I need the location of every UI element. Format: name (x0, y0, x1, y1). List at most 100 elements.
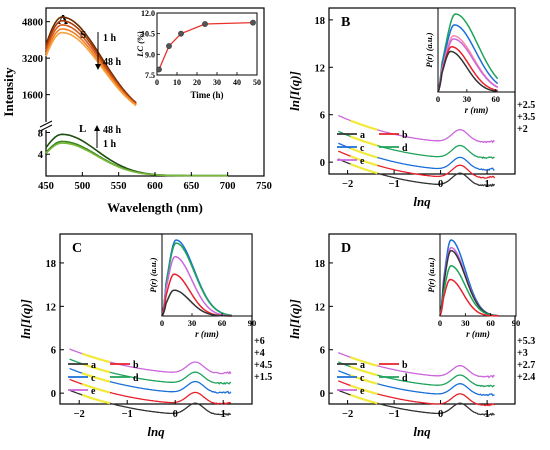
y-axis-label: ln[I(q)] (18, 299, 33, 339)
pr-curve-4 (439, 278, 500, 317)
inset-x-tick-label: 0 (160, 318, 164, 328)
legend-label-b: b (402, 360, 408, 371)
inset-x-tick-label: 50 (253, 78, 261, 87)
pr-curve-3 (439, 265, 500, 317)
inset-x-label: r (nm) (195, 329, 219, 339)
panel-letter: C (72, 241, 82, 256)
pr-curve-4 (437, 46, 498, 93)
x-axis-label: lnq (413, 194, 431, 209)
panel-a-lower-curves (45, 133, 228, 177)
y-tick-label: 6 (320, 346, 325, 357)
fit-highlight (350, 356, 378, 367)
offset-label: +4.5 (254, 360, 272, 371)
y-tick-label: 12 (315, 302, 326, 313)
x-tick-label: 1 (484, 179, 489, 190)
fit-highlight (81, 352, 111, 364)
legend-label-d: d (133, 373, 139, 384)
emission-curve-s-2 (45, 24, 137, 105)
axis-break-gap (40, 122, 54, 130)
inset-point (202, 21, 208, 27)
legend-label-c: c (360, 373, 365, 384)
inset-x-tick-label: 0 (436, 94, 440, 104)
fit-highlight (350, 365, 378, 377)
inset-y-label: P(r) (a.u.) (424, 32, 434, 67)
inset-x-label: r (nm) (465, 105, 489, 115)
y-tick-label: 18 (315, 259, 326, 270)
legend-label-e: e (360, 386, 365, 397)
x-tick-label: 550 (111, 181, 127, 192)
inset-y-tick-label: 9.0 (145, 50, 155, 59)
y-tick-label: 12 (46, 302, 57, 313)
offset-label: +2.4 (517, 372, 535, 383)
panel-a-inset: 0 10 20 30 40 50 7.5 9.0 10.5 12.0 LC (%) Time (h… (135, 9, 261, 100)
emission-curve-s-4 (45, 31, 137, 107)
y-tick-label: 8 (38, 128, 43, 139)
inset-point (250, 19, 256, 26)
panel-a-x-label: Wavelength (nm) (107, 200, 203, 215)
legend-label-a: a (91, 360, 96, 371)
inset-x-tick-label: 90 (512, 318, 521, 328)
offset-label: +2.5 (517, 100, 535, 111)
panel-letter: B (341, 15, 350, 30)
fit-highlight (81, 393, 111, 405)
pr-curve-5 (437, 50, 498, 93)
pr-curve-1 (437, 24, 499, 93)
fit-highlight (81, 372, 111, 383)
pr-curve-4 (161, 289, 232, 317)
fit-highlight (350, 393, 378, 405)
legend-label-d: d (402, 143, 408, 154)
upper-time-start: 1 h (103, 33, 117, 44)
fit-highlight (349, 155, 378, 167)
pr-curve-3 (437, 38, 499, 93)
legend-label-b: b (402, 130, 408, 141)
upper-arrow-head (95, 64, 101, 70)
offset-label: +4 (254, 348, 265, 359)
legend-label-b: b (133, 360, 139, 371)
y-tick-label: 0 (320, 158, 325, 169)
x-tick-label: 0 (438, 179, 443, 190)
panel-a-upper-curves (45, 16, 137, 107)
pr-curve-1 (161, 242, 233, 317)
inset-x-tick-label: 60 (486, 318, 495, 328)
axis-break-mark (39, 124, 53, 132)
inset-x-tick-label: 40 (233, 78, 241, 87)
legend-label-e: e (360, 156, 365, 167)
x-tick-label: −1 (388, 409, 399, 420)
fit-highlight (350, 135, 378, 147)
y-axis-label: ln[I(q)] (287, 71, 302, 111)
offset-label: +3 (517, 348, 528, 359)
x-tick-label: −2 (342, 409, 353, 420)
x-tick-label: 750 (256, 181, 272, 192)
inset-point (178, 30, 184, 37)
inset-x-tick-label: 10 (173, 78, 181, 87)
x-tick-label: 1 (221, 409, 226, 420)
y-tick-label: 0 (51, 389, 56, 400)
panel-a-y-label: Intensity (1, 67, 16, 117)
offset-label: +3.5 (517, 112, 535, 123)
inset-y-tick-label: 10.5 (141, 30, 155, 39)
inset-x-tick-label: 0 (155, 78, 159, 87)
inset-point (156, 66, 162, 73)
pr-curve-0 (437, 13, 499, 93)
x-tick-label: 700 (220, 181, 236, 192)
inset-y-tick-label: 7.5 (145, 71, 155, 80)
fit-highlight (81, 382, 111, 394)
legend-label-a: a (360, 360, 365, 371)
lower-time-end: 1 h (103, 139, 117, 150)
y-tick-label: 3200 (22, 54, 43, 65)
legend-label-d: d (402, 373, 408, 384)
inset-x-tick-label: 30 (213, 78, 221, 87)
emission-curve-s-1 (45, 19, 137, 105)
fit-highlight (350, 384, 378, 395)
inset-content: 0 10 20 30 40 50 7.5 9.0 10.5 12.0 (141, 9, 261, 87)
lower-time-start: 48 h (103, 125, 122, 136)
x-axis-label: lnq (147, 424, 165, 439)
panel-frame (59, 233, 253, 405)
x-tick-label: 600 (147, 181, 163, 192)
x-tick-label: 0 (438, 409, 443, 420)
y-tick-label: 12 (315, 63, 326, 74)
inset-y-label: P(r) (a.u.) (148, 257, 158, 292)
